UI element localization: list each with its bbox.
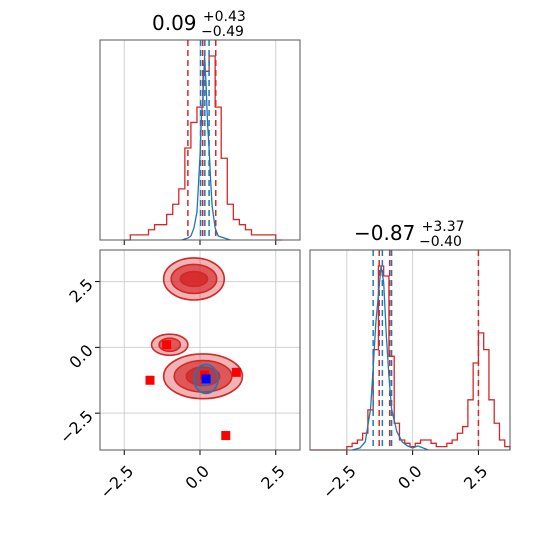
contour-series (145, 257, 244, 441)
panel-frame (99, 39, 301, 241)
grid-lines (346, 250, 479, 455)
marginal-histogram-param-2: −2.5 0.0 2.5 −0.87 +3.37 −0.40 (309, 219, 511, 503)
panel-title: −0.87 +3.37 (354, 219, 465, 245)
title-plus: +3.37 (422, 219, 465, 235)
x-tick-labels: −2.5 0.0 2.5 (96, 462, 288, 503)
title-value: −0.87 (354, 221, 415, 245)
histogram-line (351, 265, 429, 451)
x-tick-label: 2.5 (257, 462, 288, 493)
x-tick-label: 0.0 (394, 462, 425, 493)
title-minus: −0.49 (201, 24, 244, 40)
panel-frame (99, 249, 301, 451)
joint-contour-plot: −2.5 0.0 2.5 2.5 0.0 −2.5 (56, 249, 301, 503)
y-tick-label: 0.0 (65, 341, 96, 372)
title-minus: −0.40 (419, 234, 462, 250)
x-tick-label: −2.5 (319, 462, 360, 503)
marker-square (221, 431, 231, 441)
panel-title: 0.09 +0.43 (152, 9, 246, 35)
histogram-series (124, 40, 282, 241)
x-tick-label: 2.5 (460, 462, 491, 493)
x-tick-label: 0.0 (182, 462, 213, 493)
histogram-series (310, 250, 511, 451)
x-tick-labels: −2.5 0.0 2.5 (319, 462, 491, 503)
contour-level (179, 270, 209, 288)
y-tick-label: −2.5 (56, 407, 97, 448)
title-value: 0.09 (152, 11, 197, 35)
marginal-histogram-param-1: 0.09 +0.43 −0.49 (99, 9, 301, 245)
title-plus: +0.43 (203, 9, 246, 25)
y-tick-label: 2.5 (65, 275, 96, 306)
marker-square (145, 375, 155, 385)
y-tick-labels: 2.5 0.0 −2.5 (56, 275, 97, 447)
marker-square (231, 367, 241, 377)
histogram-line (310, 265, 511, 451)
marker-square (201, 374, 211, 384)
x-tick-label: −2.5 (96, 462, 137, 503)
marker-square (162, 340, 172, 350)
panel-frame (309, 249, 511, 451)
